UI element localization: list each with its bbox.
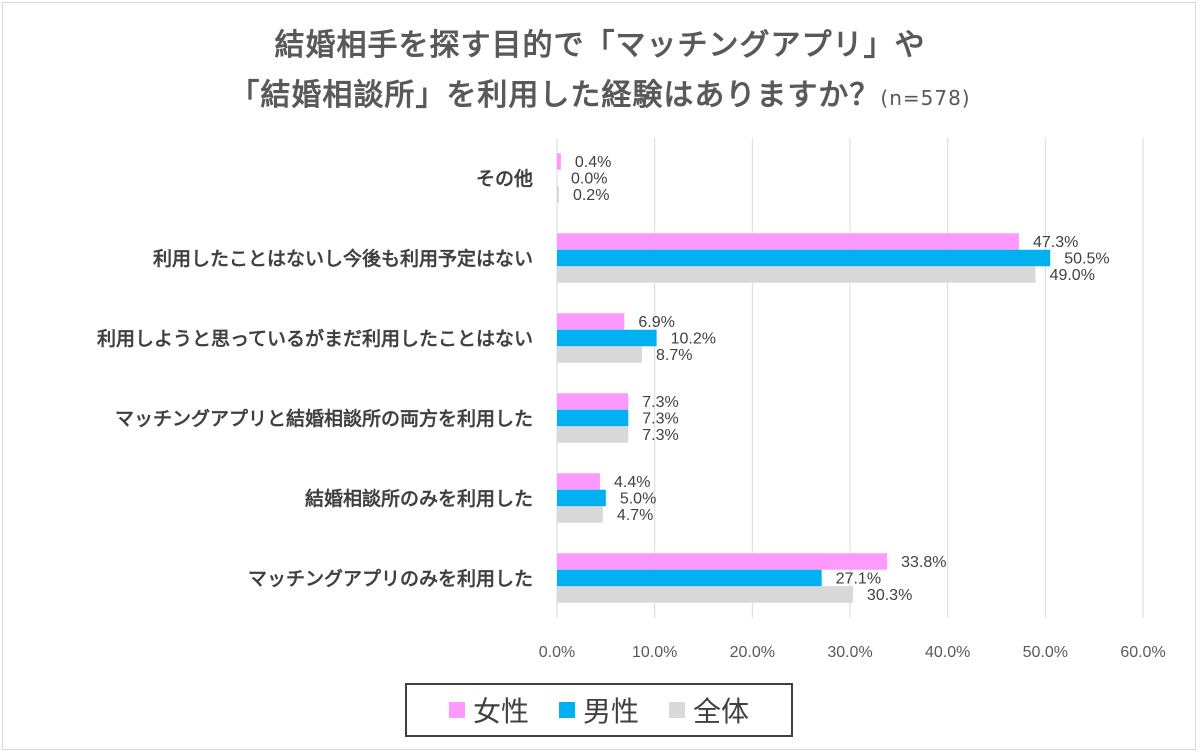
bars: [557, 153, 1051, 603]
data-label: 4.4%: [614, 474, 650, 491]
data-label: 33.8%: [901, 554, 946, 571]
chart-title-line1: 結婚相手を探す目的で「マッチングアプリ」や: [0, 28, 1200, 64]
legend-swatch-male: [558, 702, 575, 718]
gridlines: [556, 138, 1144, 618]
legend-item-female: 女性: [448, 690, 529, 730]
bar-male: [557, 489, 606, 507]
data-label: 0.0%: [571, 171, 607, 188]
bar-male: [557, 569, 822, 587]
legend-item-male: 男性: [558, 690, 639, 730]
data-label: 7.3%: [642, 427, 678, 444]
data-label: 50.5%: [1064, 251, 1109, 268]
x-tick-label: 50.0%: [1023, 644, 1068, 661]
x-tick-label: 60.0%: [1120, 644, 1165, 661]
chart-title-line2: 「結婚相談所」を利用した経験はありますか？(n=578): [0, 78, 1200, 114]
bar-female: [557, 153, 561, 170]
bar-female: [557, 553, 888, 570]
bar-female: [557, 393, 629, 410]
bar-male: [557, 329, 657, 347]
x-tick-label: 40.0%: [925, 644, 970, 661]
legend-swatch-total: [669, 702, 685, 718]
value-labels: 0.4%0.0%0.2% 47.3%50.5%49.0% 6.9%10.2%8.7%…: [571, 154, 1110, 604]
data-label: 27.1%: [836, 571, 881, 588]
legend-label-female: 女性: [472, 695, 529, 728]
data-label: 0.2%: [573, 187, 609, 204]
x-tick-label: 10.0%: [632, 644, 677, 661]
bar-total: [557, 266, 1036, 283]
legend-label-total: 全体: [693, 695, 750, 728]
bar-female: [557, 473, 600, 490]
legend: 女性 男性 全体: [405, 683, 793, 737]
bar-female: [557, 313, 625, 330]
category-label: 利用したことはないし今後も利用予定はない: [153, 247, 533, 270]
category-label: マッチングアプリのみを利用した: [248, 567, 533, 590]
legend-item-total: 全体: [669, 690, 749, 730]
legend-swatch-female: [448, 702, 465, 718]
data-label: 8.7%: [656, 347, 692, 364]
category-labels: その他利用したことはないし今後も利用予定はない利用しようと思っているがまだ利用し…: [97, 167, 533, 590]
data-label: 10.2%: [671, 331, 716, 348]
data-label: 47.3%: [1033, 234, 1078, 251]
category-label: その他: [476, 167, 533, 190]
bar-total: [557, 346, 642, 363]
bar-total: [557, 186, 559, 203]
bar-total: [557, 586, 853, 603]
data-label: 49.0%: [1050, 267, 1095, 284]
x-tick-label: 30.0%: [827, 644, 872, 661]
sample-size-label: (n=578): [880, 86, 971, 110]
bar-male: [557, 409, 629, 427]
chart-title-text-2: 「結婚相談所」を利用した経験はありますか？: [229, 78, 881, 113]
category-label: マッチングアプリと結婚相談所の両方を利用した: [115, 407, 533, 430]
data-label: 30.3%: [867, 587, 912, 604]
category-label: 利用しようと思っているがまだ利用したことはない: [97, 327, 533, 350]
bar-female: [557, 233, 1019, 250]
x-tick-label: 0.0%: [539, 644, 575, 661]
bar-total: [557, 426, 629, 443]
data-label: 7.3%: [642, 394, 678, 411]
data-label: 0.4%: [575, 154, 611, 171]
category-label: 結婚相談所のみを利用した: [305, 487, 533, 510]
data-label: 5.0%: [620, 491, 656, 508]
data-label: 4.7%: [617, 507, 653, 524]
x-axis-ticks: 0.0% 10.0% 20.0% 30.0% 40.0% 50.0% 60.0%: [539, 644, 1166, 661]
legend-label-male: 男性: [582, 695, 639, 728]
x-tick-label: 20.0%: [730, 644, 775, 661]
bar-total: [557, 506, 603, 523]
chart-title-text-1: 結婚相手を探す目的で「マッチングアプリ」や: [274, 28, 926, 63]
data-label: 7.3%: [642, 411, 678, 428]
bar-male: [557, 249, 1051, 267]
data-label: 6.9%: [638, 314, 674, 331]
